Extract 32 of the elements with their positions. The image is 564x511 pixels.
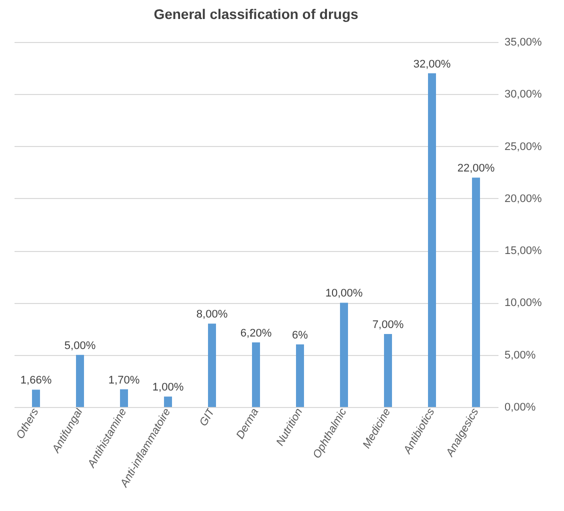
- bar: [428, 73, 436, 407]
- data-label: 1,70%: [108, 374, 140, 386]
- y2-tick-label: 0,00%: [504, 402, 536, 414]
- y2-tick-label: 30,00%: [504, 88, 542, 101]
- data-label: 32,00%: [413, 58, 451, 70]
- data-label: 8,00%: [196, 308, 228, 321]
- data-label: 22,00%: [457, 162, 495, 175]
- y2-tick-label: 15,00%: [504, 245, 542, 258]
- bar: [32, 390, 40, 407]
- data-label: 6%: [292, 329, 308, 342]
- bar: [164, 396, 172, 407]
- y2-tick-label: 5,00%: [504, 349, 536, 362]
- y2-tick-label: 10,00%: [504, 297, 542, 310]
- bar: [296, 344, 304, 407]
- data-label: 1,66%: [20, 374, 52, 387]
- data-label: 5,00%: [64, 340, 96, 352]
- data-label: 1,00%: [152, 382, 184, 394]
- bar: [208, 324, 216, 407]
- y2-tick-label: 20,00%: [504, 192, 542, 205]
- bar: [252, 342, 260, 407]
- data-label: 6,20%: [240, 327, 272, 340]
- bar: [120, 389, 128, 407]
- bar: [472, 178, 480, 407]
- bar: [384, 334, 392, 407]
- bar: [76, 354, 84, 407]
- data-label: 10,00%: [325, 288, 363, 300]
- x-tick-label: GIT: [198, 405, 218, 428]
- y2-tick-label: 35,00%: [504, 36, 542, 48]
- chart-title: General classification of drugs: [154, 6, 359, 22]
- data-label: 7,00%: [372, 319, 404, 331]
- y2-tick-label: 25,00%: [504, 140, 542, 153]
- bar: [340, 302, 348, 407]
